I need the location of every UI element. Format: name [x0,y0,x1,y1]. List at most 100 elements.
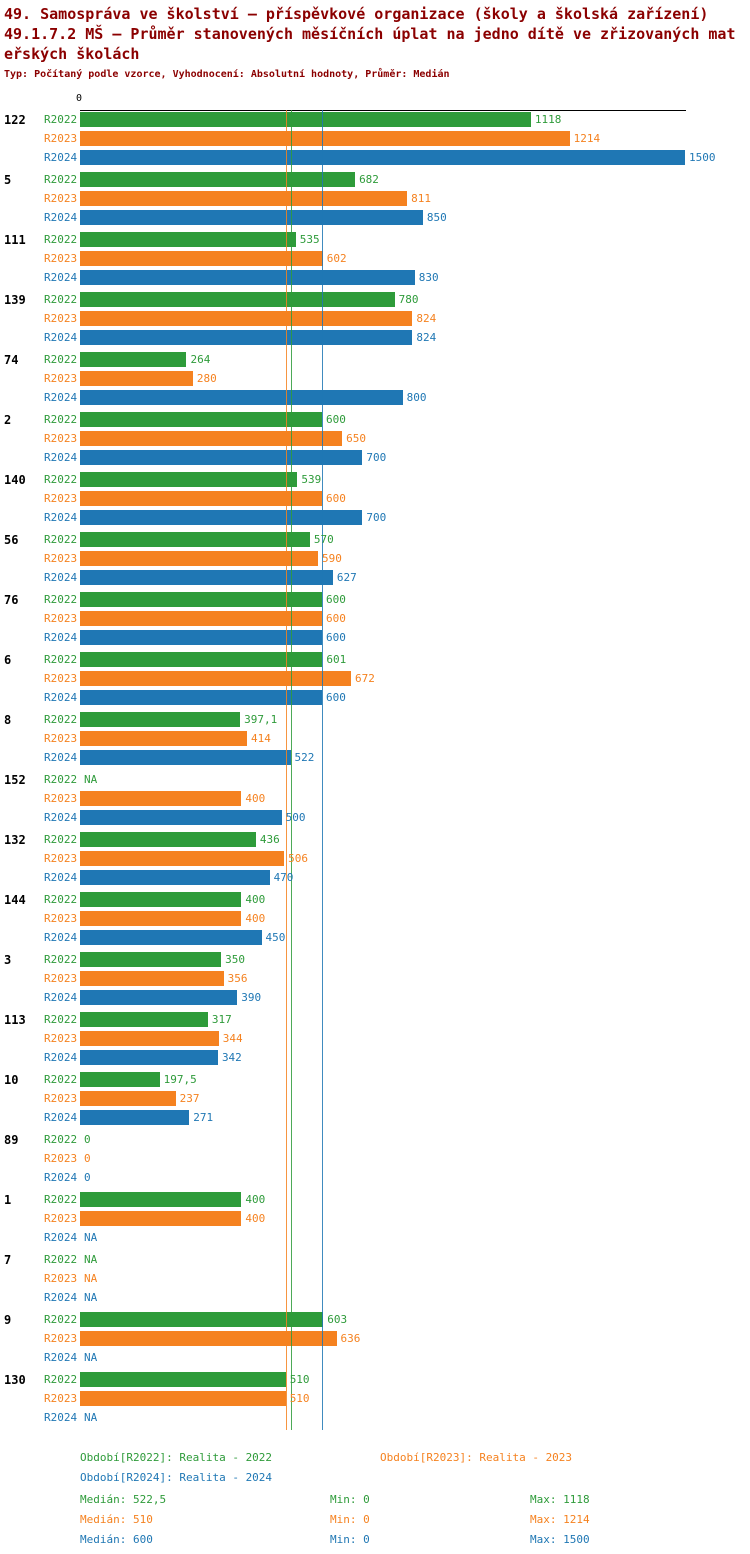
bar-value-label: 510 [289,1392,310,1405]
bar-value-label: 397,1 [244,713,278,726]
series-label-r2024: R2024 [44,991,78,1004]
bar-value-label: 627 [336,571,357,584]
legend-item-r2024: Období[R2024]: Realita - 2024 [80,1471,273,1484]
bar-r2022 [80,292,395,307]
bar-r2024 [80,870,270,885]
series-label-r2022: R2022 [44,593,78,606]
bar-row: R2024 0 [4,1168,750,1187]
bar-area: NA [80,1252,750,1267]
bar-area: 682 [80,172,750,187]
series-label-r2024: R2024 [44,1411,78,1424]
bar-area: 350 [80,952,750,967]
bar-r2024 [80,1110,190,1125]
bar-group-139: 139 R2022 780 R2023 824 R2024 824 [4,290,750,350]
bar-row: R2023 0 [4,1149,750,1168]
bar-area: 264 [80,352,750,367]
bar-row: 2 R2022 600 [4,410,750,429]
x-axis-line [80,110,686,111]
series-label-r2023: R2023 [44,1032,78,1045]
series-label-r2023: R2023 [44,1392,78,1405]
bar-area: 600 [80,611,750,626]
series-label-r2023: R2023 [44,792,78,805]
bar-r2024 [80,390,403,405]
series-label-r2024: R2024 [44,931,78,944]
series-label-r2024: R2024 [44,1171,78,1184]
bar-value-label: 436 [259,833,280,846]
bar-area: 450 [80,930,750,945]
series-label-r2023: R2023 [44,252,78,265]
bar-r2024 [80,330,413,345]
bar-area: 356 [80,971,750,986]
stat-max-r2023: Max: 1214 [530,1513,590,1526]
series-label-r2024: R2024 [44,631,78,644]
series-label-r2022: R2022 [44,473,78,486]
group-id-label: 122 [4,112,26,127]
bar-value-label: 603 [327,1313,348,1326]
series-label-r2023: R2023 [44,612,78,625]
bar-row: 140 R2022 539 [4,470,750,489]
bar-row: 5 R2022 682 [4,170,750,189]
group-id-label: 56 [4,532,19,547]
report-title-line1: 49. Samospráva ve školství – příspěvkové… [4,5,709,23]
bar-value-label: 500 [285,811,306,824]
bar-r2023 [80,491,322,506]
bar-r2024 [80,930,262,945]
bar-value-label: 672 [355,672,375,685]
bar-value-label: 0 [84,1133,91,1146]
bar-value-label: 824 [416,312,437,325]
series-label-r2023: R2023 [44,192,78,205]
bar-r2023 [80,311,413,326]
bar-area: 824 [80,330,750,345]
bar-area: NA [80,1290,750,1305]
bar-r2023 [80,971,224,986]
bar-group-111: 111 R2022 535 R2023 602 R2024 830 [4,230,750,290]
bar-r2024 [80,630,322,645]
stat-median-r2022: Medián: 522,5 [80,1493,167,1506]
bar-value-label: 636 [340,1332,361,1345]
bar-r2022 [80,1072,160,1087]
bar-group-113: 113 R2022 317 R2023 344 R2024 342 [4,1010,750,1070]
bar-area: 436 [80,832,750,847]
bar-r2023 [80,191,408,206]
bar-row: R2023 506 [4,849,750,868]
bar-area: 197,5 [80,1072,750,1087]
bar-value-label: 450 [265,931,286,944]
bar-value-label: NA [84,1231,98,1244]
bar-area: 602 [80,251,750,266]
bar-row: R2024 470 [4,868,750,887]
series-label-r2023: R2023 [44,852,78,865]
group-id-label: 89 [4,1132,19,1147]
group-id-label: 144 [4,892,26,907]
bar-row: R2024 627 [4,568,750,587]
bar-group-130: 130 R2022 510 R2023 510 R2024 NA [4,1370,750,1430]
bar-r2023 [80,251,323,266]
bar-row: 113 R2022 317 [4,1010,750,1029]
series-label-r2024: R2024 [44,691,78,704]
bar-area: 1500 [80,150,750,165]
bar-area: 601 [80,652,750,667]
group-id-label: 8 [4,712,12,727]
chart-legend: Období[R2022]: Realita - 2022 Období[R20… [4,1448,750,1488]
bar-value-label: 264 [190,353,211,366]
series-label-r2022: R2022 [44,353,78,366]
bar-area: 342 [80,1050,750,1065]
bar-area: 510 [80,1372,750,1387]
bar-area: NA [80,1230,750,1245]
stat-min-r2024: Min: 0 [330,1533,370,1546]
bar-group-9: 9 R2022 603 R2023 636 R2024 NA [4,1310,750,1370]
bar-area: 0 [80,1170,750,1185]
series-label-r2022: R2022 [44,1013,78,1026]
bar-row: 74 R2022 264 [4,350,750,369]
bar-row: R2024 700 [4,448,750,467]
bar-value-label: 811 [411,192,431,205]
bar-row: R2024 390 [4,988,750,1007]
group-id-label: 7 [4,1252,12,1267]
bar-row: R2023 400 [4,1209,750,1228]
bar-area: 400 [80,892,750,907]
bar-group-56: 56 R2022 570 R2023 590 R2024 627 [4,530,750,590]
bar-value-label: 600 [326,413,346,426]
bar-row: R2023 400 [4,789,750,808]
bar-row: R2024 NA [4,1288,750,1307]
bar-row: R2023 672 [4,669,750,688]
group-id-label: 132 [4,832,26,847]
